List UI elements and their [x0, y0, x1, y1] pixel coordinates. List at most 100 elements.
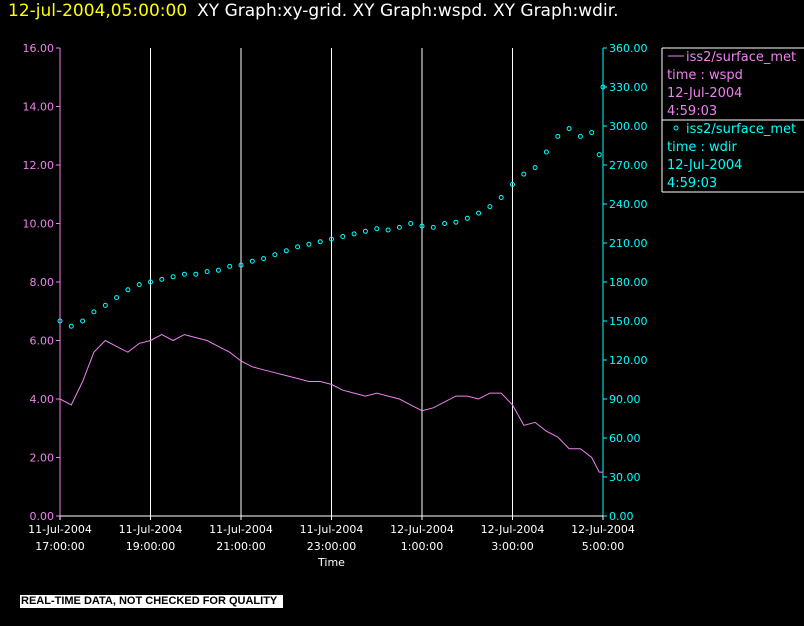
x-axis-tick-time: 19:00:00 — [126, 540, 175, 553]
right-axis-tick-label: 0.00 — [609, 510, 634, 523]
wdir-point — [419, 223, 425, 229]
wdir-point — [487, 204, 493, 210]
wdir-point — [80, 318, 86, 324]
wdir-point — [306, 241, 312, 247]
legend-line2: time : wdir — [667, 140, 738, 155]
wdir-point — [114, 295, 120, 301]
right-axis-tick-label: 240.00 — [609, 198, 648, 211]
wdir-point — [159, 276, 165, 282]
legend-circle-marker — [673, 125, 679, 131]
wdir-point — [204, 269, 210, 275]
wdir-point — [596, 152, 602, 158]
left-axis-tick-label: 14.00 — [23, 101, 55, 114]
x-axis-tick-date: 11-Jul-2004 — [119, 523, 183, 536]
wdir-point — [442, 221, 448, 226]
wdir-point — [566, 126, 572, 132]
left-axis-tick-label: 12.00 — [23, 159, 55, 172]
x-axis-label: Time — [317, 556, 345, 569]
wdir-point — [57, 318, 63, 324]
wdir-point — [577, 133, 583, 139]
wdir-point — [555, 133, 561, 139]
left-axis-tick-label: 16.00 — [23, 42, 55, 55]
wdir-point — [600, 84, 606, 90]
legend-line4: 4:59:03 — [667, 104, 717, 119]
right-axis-tick-label: 300.00 — [609, 120, 648, 133]
left-axis-tick-label: 0.00 — [30, 510, 55, 523]
x-axis-tick-time: 5:00:00 — [582, 540, 624, 553]
wdir-point — [464, 215, 470, 221]
wdir-point — [193, 271, 199, 277]
wdir-point — [91, 309, 97, 315]
header-graph-names: XY Graph:xy-grid. XY Graph:wspd. XY Grap… — [197, 1, 619, 21]
right-axis-tick-label: 150.00 — [609, 315, 648, 328]
x-axis-tick-date: 12-Jul-2004 — [571, 523, 635, 536]
wdir-point — [170, 274, 176, 280]
wdir-point — [589, 130, 595, 135]
wdir-point — [272, 252, 278, 258]
wdir-point — [374, 226, 380, 232]
wdir-point — [476, 210, 482, 216]
wdir-point — [351, 231, 357, 237]
left-axis-tick-label: 6.00 — [30, 335, 55, 348]
wdir-point — [227, 263, 233, 269]
x-axis-tick-time: 1:00:00 — [401, 540, 443, 553]
x-axis-tick-date: 12-Jul-2004 — [390, 523, 454, 536]
x-axis-tick-time: 3:00:00 — [491, 540, 533, 553]
wdir-point — [362, 228, 368, 234]
wdir-point — [396, 224, 402, 230]
wdir-point — [543, 149, 549, 155]
right-axis-tick-label: 270.00 — [609, 159, 648, 172]
wdir-series — [57, 84, 606, 329]
x-axis-tick-date: 11-Jul-2004 — [300, 523, 364, 536]
x-axis-tick-date: 12-Jul-2004 — [481, 523, 545, 536]
legend-line4: 4:59:03 — [667, 176, 717, 191]
right-axis-tick-label: 210.00 — [609, 237, 648, 250]
x-axis-tick-time: 17:00:00 — [35, 540, 84, 553]
wspd-series-line — [59, 334, 603, 473]
left-axis-tick-label: 10.00 — [23, 218, 55, 231]
right-axis-tick-label: 120.00 — [609, 354, 648, 367]
right-axis-tick-label: 180.00 — [609, 276, 648, 289]
legend-line3: 12-Jul-2004 — [667, 86, 742, 101]
right-axis-tick-label: 60.00 — [609, 432, 641, 445]
right-axis-tick-label: 30.00 — [609, 471, 641, 484]
wdir-point — [68, 323, 74, 329]
wdir-point — [430, 224, 436, 230]
x-axis-tick-date: 11-Jul-2004 — [28, 523, 92, 536]
wdir-point — [238, 262, 244, 268]
wdir-point — [295, 244, 301, 250]
right-axis-tick-label: 360.00 — [609, 42, 648, 55]
header-timestamp: 12-jul-2004,05:00:00 — [8, 1, 188, 21]
wdir-point — [317, 239, 323, 245]
header-title: 12-jul-2004,05:00:00 XY Graph:xy-grid. XY… — [8, 1, 619, 21]
left-axis-tick-label: 4.00 — [30, 393, 55, 406]
wdir-point — [215, 267, 221, 273]
x-axis-tick-date: 11-Jul-2004 — [209, 523, 273, 536]
wdir-point — [385, 227, 391, 233]
quality-notice: REAL-TIME DATA, NOT CHECKED FOR QUALITY — [20, 595, 284, 608]
x-axis-tick-time: 21:00:00 — [216, 540, 265, 553]
wdir-point — [136, 282, 142, 288]
wdir-point — [148, 279, 153, 285]
wdir-point — [498, 195, 504, 200]
wdir-point — [261, 256, 267, 262]
wdir-point — [532, 165, 538, 171]
legend-line3: 12-Jul-2004 — [667, 158, 742, 173]
wdir-point — [102, 302, 108, 308]
legend-line1: iss2/surface_met — [686, 50, 796, 65]
x-axis-tick-time: 23:00:00 — [307, 540, 356, 553]
legend-line1: iss2/surface_met — [686, 122, 796, 137]
left-axis-tick-label: 2.00 — [30, 452, 55, 465]
wdir-point — [125, 287, 131, 293]
wdir-point — [249, 258, 255, 264]
wdir-point — [510, 182, 515, 187]
right-axis-tick-label: 90.00 — [609, 393, 641, 406]
legend-line2: time : wspd — [667, 68, 743, 83]
wdir-point — [283, 248, 289, 254]
wdir-point — [181, 271, 187, 277]
wdir-point — [408, 221, 414, 226]
wdir-point — [521, 171, 527, 177]
right-axis-tick-label: 330.00 — [609, 81, 648, 94]
wdir-point — [340, 234, 346, 239]
